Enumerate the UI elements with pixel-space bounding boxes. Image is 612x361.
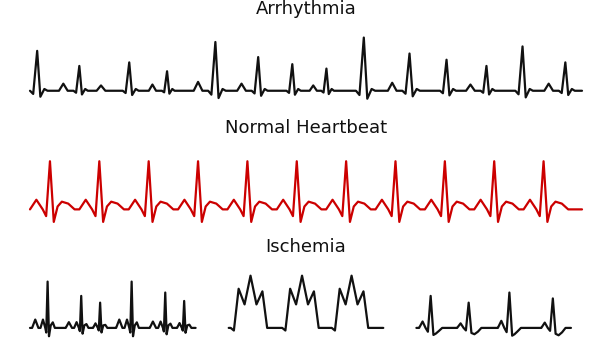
- Title: Normal Heartbeat: Normal Heartbeat: [225, 119, 387, 137]
- Title: Arrhythmia: Arrhythmia: [256, 0, 356, 18]
- Title: Ischemia: Ischemia: [266, 238, 346, 256]
